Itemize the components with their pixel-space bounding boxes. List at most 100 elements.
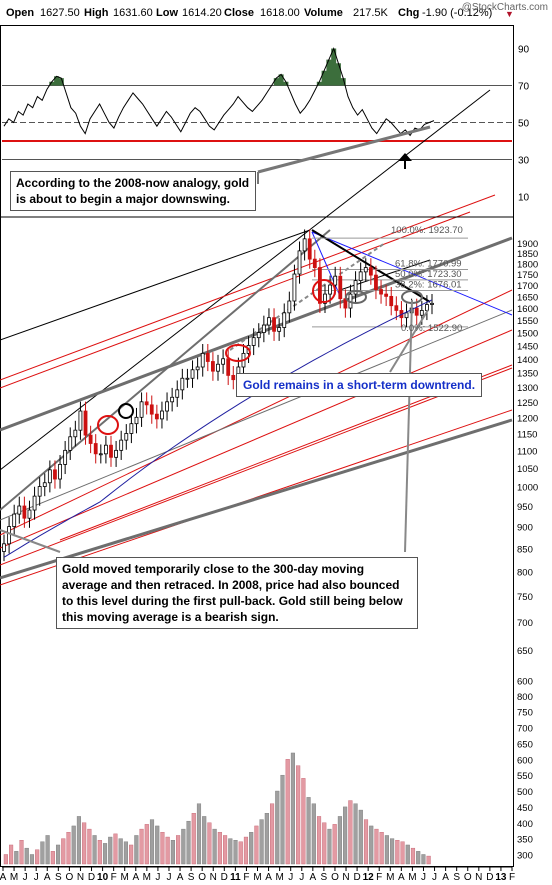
- fib-label: 38.2%: 1676.01: [395, 279, 462, 290]
- volume-label: Volume: [304, 7, 343, 19]
- x-tick-label: J: [23, 872, 28, 883]
- volume-bar: [129, 844, 134, 865]
- fib-label: 0.0%: 1522.90: [401, 323, 462, 334]
- trend-line: [0, 89, 491, 471]
- volume-bar: [40, 841, 45, 865]
- candle-body: [12, 513, 17, 527]
- price-tick-label: 1450: [517, 341, 538, 352]
- volume-tick-label: 700: [517, 724, 533, 735]
- candle-body: [297, 250, 302, 275]
- volume-bar: [181, 828, 186, 865]
- price-tick-label: 1700: [517, 281, 538, 292]
- volume-bar: [223, 835, 228, 865]
- volume-bar: [348, 800, 353, 865]
- candle-body: [68, 436, 73, 451]
- candle-body: [180, 377, 185, 391]
- dashed-support-line: [229, 242, 386, 351]
- volume-value: 217.5K: [353, 7, 388, 19]
- volume-tick-label: 550: [517, 771, 533, 782]
- volume-tick-label: 500: [517, 787, 533, 798]
- chg-value: -1.90 (-0.12%): [422, 7, 493, 19]
- volume-bar: [290, 752, 295, 865]
- red-circle-mark: [312, 279, 336, 303]
- x-tick-label: J: [299, 872, 304, 883]
- candle-body: [17, 505, 22, 515]
- candle-body: [338, 275, 343, 300]
- volume-bar: [296, 765, 301, 865]
- candle-body: [282, 312, 287, 328]
- candle-body: [144, 401, 149, 406]
- x-tick-label: 10: [97, 872, 109, 883]
- rsi-tick-label: 90: [518, 45, 530, 56]
- candle-body: [226, 358, 231, 376]
- candle-body: [272, 317, 276, 332]
- candle-body: [160, 410, 164, 420]
- x-tick-label: D: [486, 872, 493, 883]
- x-tick-label: S: [321, 872, 328, 883]
- x-tick-label: M: [253, 872, 261, 883]
- high-value: 1631.60: [113, 7, 153, 19]
- candle-body: [277, 327, 282, 332]
- volume-bar: [332, 824, 337, 865]
- x-tick-label: 11: [230, 872, 241, 883]
- candle-body: [430, 302, 434, 305]
- volume-tick-label: 350: [517, 835, 533, 846]
- note-connector: [0, 529, 61, 553]
- volume-bar: [212, 828, 217, 865]
- x-tick-label: S: [453, 872, 460, 883]
- volume-bar: [155, 825, 160, 865]
- volume-bar: [285, 759, 290, 865]
- candle-body: [190, 369, 195, 379]
- x-tick-label: A: [442, 872, 449, 883]
- candle-body: [384, 293, 389, 297]
- gray-circle-mark: [345, 290, 367, 304]
- candle-body: [53, 469, 57, 480]
- volume-bar: [421, 854, 426, 865]
- x-tick-label: N: [77, 872, 84, 883]
- candle-body: [394, 305, 399, 311]
- price-tick-label: 1200: [517, 413, 538, 424]
- x-tick-label: F: [243, 872, 249, 883]
- x-tick-label: F: [376, 872, 382, 883]
- price-tick-label: 1550: [517, 316, 538, 327]
- moving-average: [3, 299, 433, 558]
- x-tick-label: M: [386, 872, 394, 883]
- candle-body: [93, 443, 98, 455]
- volume-bar: [202, 816, 207, 865]
- candle-body: [414, 307, 419, 316]
- price-tick-label: 1750: [517, 270, 538, 281]
- price-tick-label: 1150: [517, 429, 537, 440]
- candle-body: [78, 410, 83, 431]
- volume-bar: [301, 778, 306, 865]
- volume-bar: [170, 840, 175, 865]
- volume-bar: [358, 809, 363, 865]
- volume-tick-label: 450: [517, 803, 533, 814]
- volume-tick-label: 400: [517, 819, 533, 830]
- volume-bar: [66, 832, 71, 865]
- x-tick-label: A: [265, 872, 272, 883]
- volume-bar: [160, 832, 165, 865]
- candle-body: [363, 267, 368, 273]
- volume-bar: [280, 774, 285, 865]
- x-tick-label: M: [408, 872, 416, 883]
- price-tick-label: 950: [517, 502, 533, 513]
- candle-body: [251, 337, 256, 346]
- volume-bar: [123, 841, 128, 865]
- close-value: 1618.00: [260, 7, 300, 19]
- candle-body: [302, 238, 307, 252]
- candle-body: [287, 300, 292, 314]
- volume-bar: [269, 803, 275, 865]
- volume-bar: [3, 854, 8, 865]
- price-tick-label: 1350: [517, 369, 538, 380]
- candle-body: [231, 375, 236, 381]
- candle-body: [58, 464, 62, 480]
- volume-bar: [374, 828, 379, 865]
- price-tick-label: 1100: [517, 446, 537, 457]
- x-tick-label: J: [288, 872, 293, 883]
- rsi-line: [3, 47, 435, 137]
- volume-bar: [264, 813, 269, 865]
- volume-tick-label: 800: [517, 692, 533, 703]
- volume-bar: [384, 835, 389, 865]
